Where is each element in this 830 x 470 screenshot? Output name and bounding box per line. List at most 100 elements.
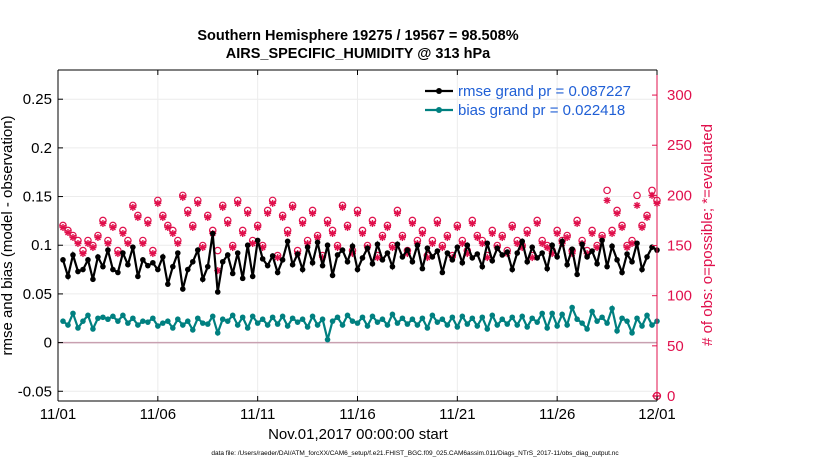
obs-evaluated-point: [99, 219, 107, 227]
bias-point: [349, 318, 356, 324]
bias-point: [204, 321, 211, 327]
bias-point: [145, 319, 151, 325]
y2-tick-label: 150: [667, 238, 692, 255]
bias-point: [249, 313, 256, 320]
bias-point: [474, 323, 481, 329]
rmse-point: [145, 262, 151, 269]
rmse-point: [434, 248, 441, 254]
obs-evaluated-point: [169, 229, 177, 237]
bias-point: [244, 325, 251, 331]
obs-evaluated-point: [643, 213, 651, 221]
obs-evaluated-point: [119, 229, 127, 237]
y-tick-label: 0.1: [31, 237, 52, 254]
obs-evaluated-point: [149, 250, 157, 258]
obs-evaluated-point: [638, 223, 646, 231]
obs-evaluated-point: [69, 234, 77, 242]
data-layer: [59, 186, 662, 401]
bias-point: [504, 321, 511, 327]
y-tick-label: 0.15: [23, 189, 52, 206]
rmse-point: [90, 276, 96, 283]
bias-point: [574, 316, 580, 323]
bias-point: [364, 323, 371, 329]
rmse-point: [199, 276, 206, 283]
bias-point: [165, 318, 171, 324]
bias-point: [649, 322, 655, 328]
bias-point: [209, 313, 216, 320]
bias-point: [75, 325, 81, 331]
bias-point: [199, 320, 206, 326]
rmse-point: [494, 245, 501, 251]
bias-point: [65, 322, 71, 328]
rmse-point: [409, 258, 416, 265]
bias-point: [424, 325, 431, 331]
rmse-point: [100, 263, 106, 270]
obs-evaluated-point: [189, 223, 197, 231]
rmse-point: [644, 254, 650, 260]
bias-point: [219, 316, 226, 323]
bias-point: [170, 325, 176, 331]
rmse-point: [339, 247, 346, 253]
bias-point: [599, 314, 605, 321]
obs-evaluated-point: [398, 234, 406, 242]
y2-axis-label: # of obs: o=possible; *=evaluated: [699, 124, 716, 346]
rmse-point: [604, 263, 610, 270]
bias-point: [259, 316, 266, 323]
bias-point: [224, 318, 231, 324]
rmse-point: [349, 243, 356, 250]
rmse-point: [329, 272, 336, 279]
obs-evaluated-point: [264, 209, 272, 217]
obs-evaluated-point: [229, 244, 237, 252]
rmse-point: [284, 238, 291, 245]
bias-point: [95, 315, 101, 322]
bias-point: [414, 322, 421, 328]
obs-evaluated-point: [104, 240, 112, 248]
rmse-point: [404, 247, 411, 253]
obs-evaluated-point: [254, 223, 262, 231]
bias-point: [629, 330, 635, 336]
rmse-point: [269, 253, 276, 259]
rmse-point: [509, 266, 516, 273]
rmse-point: [489, 258, 496, 264]
obs-evaluated-point: [89, 244, 97, 252]
rmse-point: [135, 273, 141, 280]
bias-point: [284, 323, 291, 329]
bias-point: [274, 321, 281, 327]
rmse-point: [449, 257, 456, 263]
rmse-point: [175, 250, 181, 256]
bias-point: [90, 326, 96, 332]
obs-evaluated-point: [164, 223, 172, 231]
bias-point: [120, 312, 126, 319]
rmse-point: [514, 250, 521, 256]
y-tick-label: 0: [44, 335, 52, 352]
x-tick-label: 11/26: [539, 406, 575, 423]
obs-evaluated-point: [299, 219, 307, 227]
data-file-footer: data file: /Users/raeder/DAI/ATM_forcXX/…: [211, 450, 619, 457]
bias-point: [334, 314, 341, 321]
y2-tick-label: 0: [667, 388, 675, 405]
bias-point: [140, 318, 146, 324]
bias-point: [324, 336, 331, 343]
rmse-point: [234, 250, 241, 256]
obs-evaluated-point: [179, 193, 187, 201]
rmse-point: [229, 270, 236, 277]
rmse-point: [384, 250, 391, 256]
rmse-point: [609, 243, 615, 250]
obs-evaluated-point: [139, 240, 147, 248]
bias-point: [609, 305, 615, 312]
bias-point: [509, 314, 516, 321]
obs-evaluated-point: [329, 229, 337, 237]
bias-point: [369, 313, 376, 320]
bias-point: [579, 320, 585, 326]
obs-evaluated-point: [613, 209, 621, 217]
bias-point: [389, 311, 396, 318]
rmse-point: [589, 248, 595, 254]
obs-evaluated-point: [64, 228, 72, 236]
bias-point: [524, 324, 531, 330]
rmse-point: [155, 266, 161, 273]
bias-point: [234, 322, 241, 328]
rmse-point: [634, 240, 640, 247]
obs-evaluated-point: [354, 209, 361, 217]
rmse-point: [564, 261, 570, 268]
obs-evaluated-point: [513, 240, 521, 248]
